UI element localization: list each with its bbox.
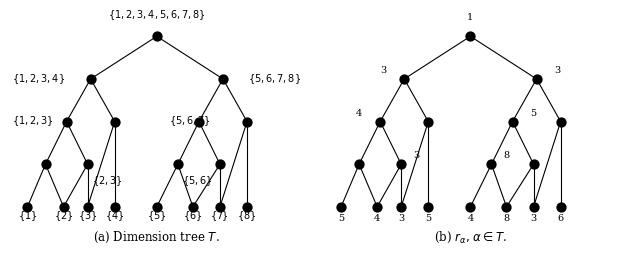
Point bbox=[152, 34, 162, 39]
Point bbox=[242, 205, 252, 209]
Text: 3: 3 bbox=[531, 214, 537, 223]
Text: 5: 5 bbox=[531, 109, 537, 118]
Point bbox=[396, 205, 406, 209]
Text: $\{1,2,3,4,5,6,7,8\}$: $\{1,2,3,4,5,6,7,8\}$ bbox=[108, 8, 205, 22]
Text: $\{6\}$: $\{6\}$ bbox=[183, 210, 203, 223]
Point bbox=[556, 205, 566, 209]
Text: $\{7\}$: $\{7\}$ bbox=[211, 210, 229, 223]
Point bbox=[218, 77, 228, 81]
Point bbox=[83, 205, 93, 209]
Point bbox=[423, 120, 433, 124]
Point bbox=[508, 120, 518, 124]
Point bbox=[152, 205, 162, 209]
Point bbox=[58, 205, 68, 209]
Text: $\{1\}$: $\{1\}$ bbox=[18, 210, 37, 223]
Point bbox=[529, 162, 539, 166]
Point bbox=[336, 205, 346, 209]
Point bbox=[423, 205, 433, 209]
Point bbox=[486, 162, 497, 166]
Point bbox=[501, 205, 511, 209]
Text: 3: 3 bbox=[380, 66, 386, 75]
Point bbox=[396, 162, 406, 166]
Point bbox=[22, 205, 33, 209]
Text: $\{1,2,3\}$: $\{1,2,3\}$ bbox=[12, 115, 54, 129]
Point bbox=[215, 162, 225, 166]
Text: (b) $r_{\alpha},\, \alpha \in T$.: (b) $r_{\alpha},\, \alpha \in T$. bbox=[434, 229, 507, 245]
Text: 4: 4 bbox=[467, 214, 474, 223]
Text: $\{5,6,7\}$: $\{5,6,7\}$ bbox=[169, 115, 210, 129]
Text: 3: 3 bbox=[555, 66, 561, 75]
Point bbox=[375, 120, 385, 124]
Text: $\{8\}$: $\{8\}$ bbox=[237, 210, 257, 223]
Text: $\{1,2,3,4\}$: $\{1,2,3,4\}$ bbox=[12, 72, 65, 86]
Text: 1: 1 bbox=[467, 13, 474, 22]
Point bbox=[109, 205, 120, 209]
Text: 4: 4 bbox=[356, 109, 362, 118]
Text: 3: 3 bbox=[413, 152, 419, 161]
Point bbox=[242, 120, 252, 124]
Text: 8: 8 bbox=[504, 214, 509, 223]
Point bbox=[194, 120, 204, 124]
Text: $\{2\}$: $\{2\}$ bbox=[54, 210, 73, 223]
Text: 8: 8 bbox=[504, 152, 509, 161]
Point bbox=[109, 120, 120, 124]
Point bbox=[372, 205, 382, 209]
Text: (a) Dimension tree $T$.: (a) Dimension tree $T$. bbox=[93, 230, 220, 245]
Text: 5: 5 bbox=[338, 214, 344, 223]
Text: $\{2,3\}$: $\{2,3\}$ bbox=[92, 174, 123, 188]
Text: 5: 5 bbox=[425, 214, 431, 223]
Text: $\{4\}$: $\{4\}$ bbox=[105, 210, 124, 223]
Point bbox=[61, 120, 72, 124]
Point bbox=[529, 205, 539, 209]
Point bbox=[531, 77, 541, 81]
Point bbox=[465, 205, 476, 209]
Point bbox=[556, 120, 566, 124]
Point bbox=[354, 162, 364, 166]
Text: $\{5,6\}$: $\{5,6\}$ bbox=[182, 174, 213, 188]
Text: $\{3\}$: $\{3\}$ bbox=[78, 210, 97, 223]
Point bbox=[465, 34, 476, 39]
Point bbox=[173, 162, 183, 166]
Text: 3: 3 bbox=[398, 214, 404, 223]
Text: 4: 4 bbox=[374, 214, 380, 223]
Text: 6: 6 bbox=[557, 214, 564, 223]
Point bbox=[399, 77, 410, 81]
Point bbox=[40, 162, 51, 166]
Text: $\{5\}$: $\{5\}$ bbox=[147, 210, 166, 223]
Point bbox=[215, 205, 225, 209]
Point bbox=[83, 162, 93, 166]
Point bbox=[188, 205, 198, 209]
Text: $\{5,6,7,8\}$: $\{5,6,7,8\}$ bbox=[248, 72, 301, 86]
Point bbox=[86, 77, 96, 81]
